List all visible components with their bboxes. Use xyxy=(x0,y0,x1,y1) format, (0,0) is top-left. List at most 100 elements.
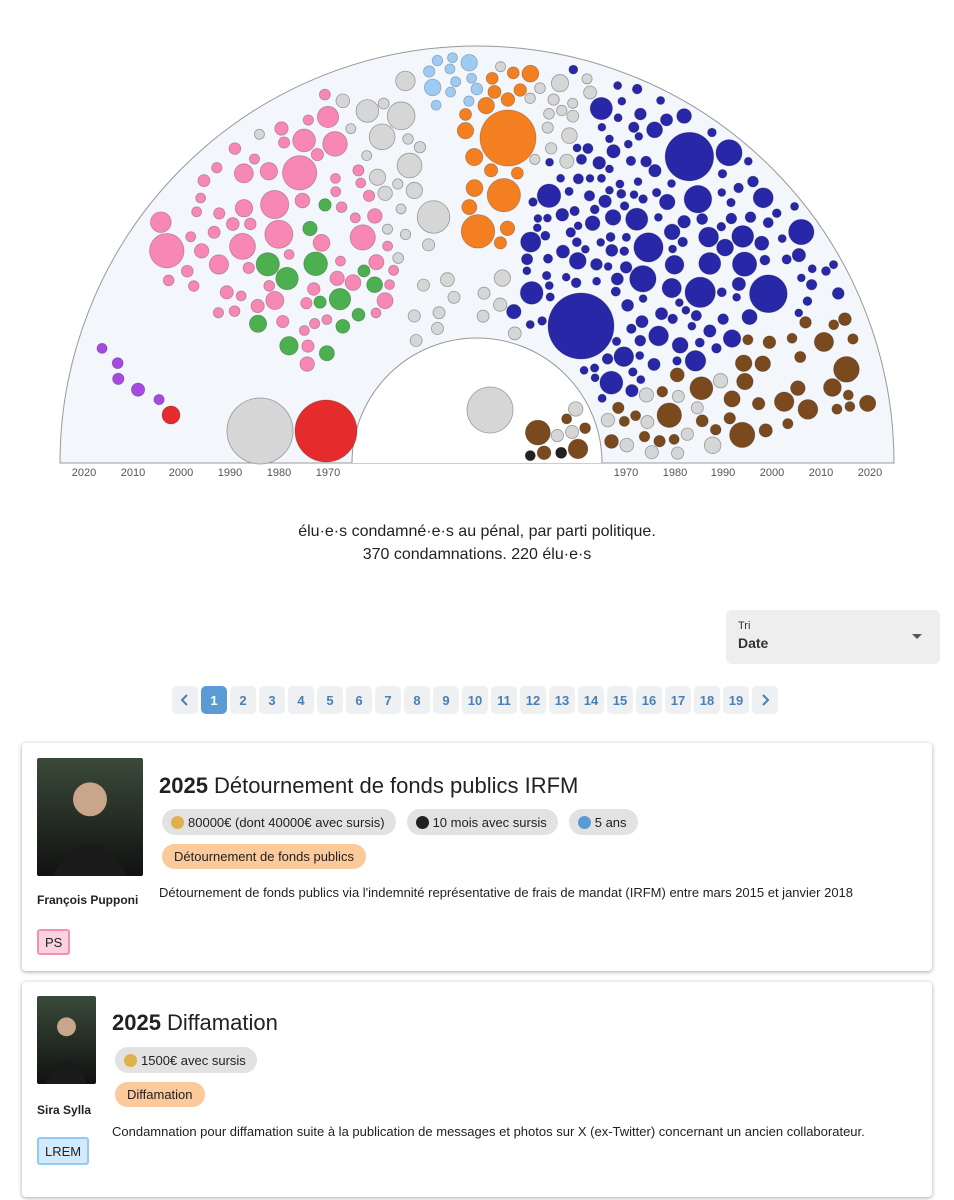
page-button[interactable]: 7 xyxy=(375,686,401,714)
bubble xyxy=(423,78,442,97)
page-button[interactable]: 10 xyxy=(462,686,488,714)
bubble xyxy=(444,63,456,75)
bubble xyxy=(605,185,614,195)
page-button[interactable]: 12 xyxy=(520,686,546,714)
page-button[interactable]: 4 xyxy=(288,686,314,714)
bubble xyxy=(298,325,310,336)
sort-select[interactable]: Tri Date xyxy=(726,610,940,664)
bubble xyxy=(716,287,727,298)
bubble xyxy=(597,393,607,403)
bubble xyxy=(797,399,819,420)
page-button[interactable]: 14 xyxy=(578,686,604,714)
page-button[interactable]: 9 xyxy=(433,686,459,714)
page-button[interactable]: 3 xyxy=(259,686,285,714)
description: Condamnation pour diffamation suite à la… xyxy=(112,1124,865,1139)
person-name: Sira Sylla xyxy=(37,1103,92,1117)
bubble xyxy=(260,190,290,220)
bubble xyxy=(664,255,685,275)
bubble xyxy=(495,61,506,73)
bubble xyxy=(786,332,798,344)
bubble xyxy=(541,121,554,134)
bubble xyxy=(432,306,446,320)
bubble-chart: 2020 2010 2000 1990 1980 1970 1970 1980 1990 2000… xyxy=(59,45,895,479)
bubble xyxy=(229,233,256,260)
bubble xyxy=(771,208,782,219)
bubble xyxy=(747,175,759,188)
bubble xyxy=(689,376,714,401)
bubble xyxy=(367,208,383,224)
axis-label: 2000 xyxy=(169,467,193,479)
bubble xyxy=(550,429,564,443)
bubble xyxy=(610,272,624,286)
bubble xyxy=(634,107,647,121)
sort-value: Date xyxy=(738,635,769,651)
bubble xyxy=(669,367,685,383)
page-button[interactable]: 15 xyxy=(607,686,633,714)
bubble xyxy=(640,155,652,168)
bubble xyxy=(355,99,380,123)
bubble xyxy=(635,351,645,361)
page-button[interactable]: 18 xyxy=(694,686,720,714)
bubble xyxy=(625,207,649,231)
bubble xyxy=(513,83,527,97)
bubble xyxy=(568,64,579,75)
page-button[interactable]: 16 xyxy=(636,686,662,714)
bubble xyxy=(731,251,758,277)
page-arrow[interactable] xyxy=(172,686,198,714)
page-button[interactable]: 6 xyxy=(346,686,372,714)
chevron xyxy=(180,694,188,706)
portrait xyxy=(45,1017,88,1084)
bubble xyxy=(96,342,108,354)
bubble xyxy=(656,402,682,428)
bubble xyxy=(564,186,574,197)
bubble xyxy=(589,96,613,121)
bubble xyxy=(335,255,346,267)
bubble xyxy=(543,108,555,120)
page-button[interactable]: 8 xyxy=(404,686,430,714)
bubble xyxy=(695,414,709,428)
bubble xyxy=(255,252,280,277)
bubble xyxy=(377,97,390,110)
bubble xyxy=(799,316,812,329)
page-button[interactable]: 5 xyxy=(317,686,343,714)
bubble xyxy=(459,107,472,121)
bubble xyxy=(330,186,342,198)
bubble xyxy=(619,437,635,453)
bubble xyxy=(534,82,546,94)
page-button[interactable]: 2 xyxy=(230,686,256,714)
axis-label: 2020 xyxy=(858,467,882,479)
bubble xyxy=(646,121,663,139)
page-arrow[interactable] xyxy=(752,686,778,714)
bubble xyxy=(153,393,165,406)
bubble xyxy=(600,413,615,428)
bubble xyxy=(674,298,684,308)
bubble xyxy=(629,190,639,200)
sort-label: Tri xyxy=(738,620,751,632)
bubble xyxy=(283,249,295,260)
bubble xyxy=(813,331,834,352)
bubble xyxy=(788,218,815,246)
bubble xyxy=(485,71,499,85)
bubble xyxy=(751,397,766,411)
bubble xyxy=(235,290,247,302)
badge-text: 5 ans xyxy=(594,814,627,830)
bubble xyxy=(663,223,681,241)
page-button[interactable]: 1 xyxy=(201,686,227,714)
page-button[interactable]: 19 xyxy=(723,686,749,714)
bubbles xyxy=(96,52,877,465)
bubble xyxy=(349,212,361,224)
bubble xyxy=(794,308,804,318)
bubble xyxy=(667,179,676,188)
bubble xyxy=(568,252,587,270)
bubble xyxy=(244,217,257,231)
bubble xyxy=(671,390,685,403)
bubble xyxy=(388,264,400,276)
bubble xyxy=(579,422,591,434)
page-button[interactable]: 13 xyxy=(549,686,575,714)
page-button[interactable]: 17 xyxy=(665,686,691,714)
page-button[interactable]: 11 xyxy=(491,686,517,714)
bubble xyxy=(528,197,538,207)
bubble xyxy=(638,430,651,443)
bubble xyxy=(604,209,622,226)
bubble xyxy=(162,274,175,287)
